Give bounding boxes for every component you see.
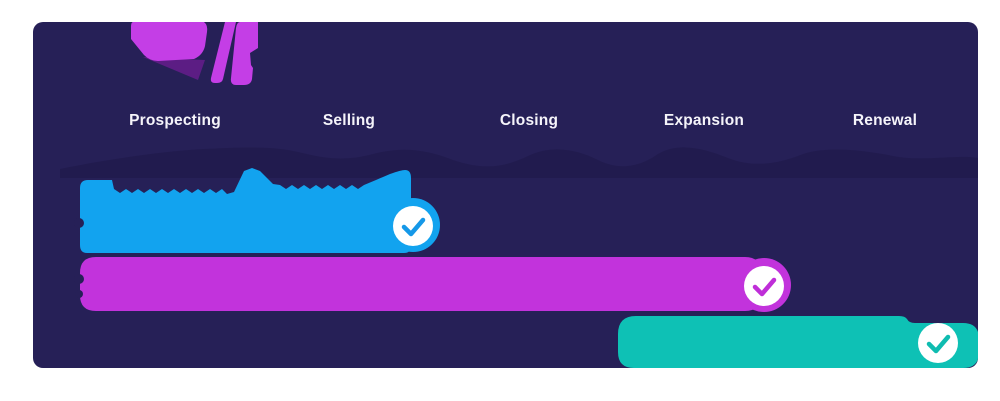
brand-logo xyxy=(131,22,258,85)
stage-label-expansion: Expansion xyxy=(663,112,745,129)
logo-main-blob xyxy=(131,22,208,61)
stage-labels-row: Prospecting Selling Closing Expansion Re… xyxy=(33,22,978,368)
left-edge-notch xyxy=(75,290,83,298)
logo-slash-stripe xyxy=(210,22,236,83)
pipeline-panel: Prospecting Selling Closing Expansion Re… xyxy=(33,22,978,368)
pipeline-graphic xyxy=(60,22,978,368)
check-circle xyxy=(393,206,433,246)
check-circle xyxy=(744,266,784,306)
left-edge-notch xyxy=(74,218,84,228)
stage-label-selling: Selling xyxy=(322,112,376,129)
logo-shadow-shape xyxy=(143,57,205,80)
checkmark-icon xyxy=(401,217,426,237)
stage-label-renewal: Renewal xyxy=(852,112,918,129)
stage-label-closing: Closing xyxy=(499,112,559,129)
bar-body xyxy=(80,257,761,311)
checkmark-icon xyxy=(926,334,951,354)
bar-closing-to-renewal xyxy=(618,316,978,368)
checkmark-icon xyxy=(752,277,777,297)
bar-prospecting-to-selling xyxy=(74,168,440,253)
left-edge-notch xyxy=(74,274,84,284)
bar-prospecting-to-expansion xyxy=(74,257,791,312)
bar-body-with-clipped-text-fragments xyxy=(80,168,411,253)
stage-label-prospecting: Prospecting xyxy=(129,112,221,129)
wave-decoration xyxy=(60,147,978,178)
bar-body xyxy=(618,316,978,368)
logo-right-piece xyxy=(230,22,258,85)
check-circle xyxy=(918,323,958,363)
